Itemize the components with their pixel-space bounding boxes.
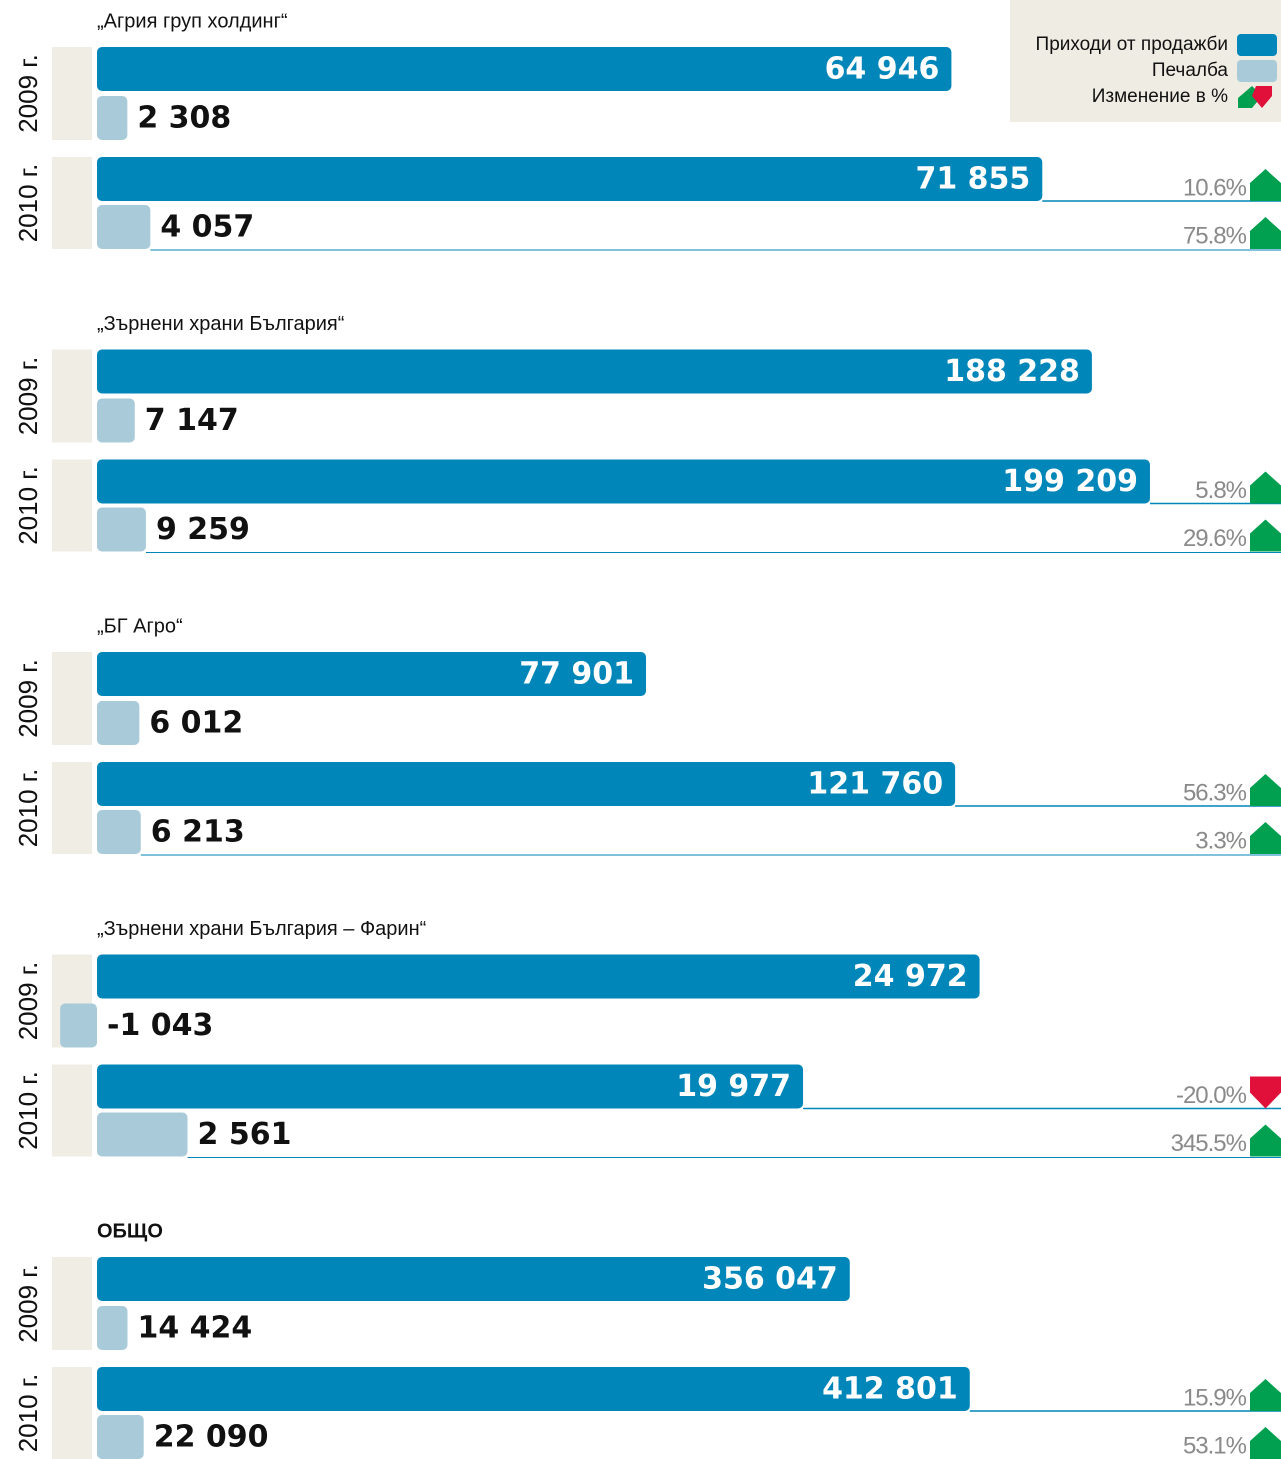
revenue-label: 64 946 [825, 52, 940, 87]
revenue-bar [97, 762, 956, 806]
profit-bar [97, 1112, 188, 1157]
profit-bar [97, 810, 141, 854]
arrow-down [1250, 1076, 1281, 1109]
year-box [52, 652, 92, 745]
profit-label: -1 043 [107, 1008, 213, 1043]
revenue-bar [97, 349, 1092, 394]
revenue-label: 71 855 [915, 162, 1030, 197]
group-title: „БГ Агро“ [97, 615, 183, 637]
profit-bar [97, 507, 146, 552]
legend-swatch [1237, 34, 1277, 56]
year-label: 2009 г. [13, 357, 43, 436]
profit-label: 22 090 [154, 1420, 269, 1455]
year-label: 2009 г. [13, 659, 43, 738]
year-label: 2009 г. [13, 962, 43, 1041]
year-box [52, 459, 92, 552]
profit-bar [97, 701, 140, 745]
year-label: 2010 г. [13, 164, 43, 243]
profit-label: 7 147 [145, 403, 239, 438]
revenue-label: 24 972 [853, 959, 968, 994]
revenue-label: 356 047 [702, 1262, 838, 1297]
year-box [52, 47, 92, 140]
arrow-up [1250, 471, 1281, 504]
arrow-up [1250, 1427, 1281, 1459]
profit-label: 2 308 [137, 101, 231, 136]
change-label: 5.8% [1195, 477, 1246, 504]
revenue-label: 121 760 [807, 767, 943, 802]
change-label: 3.3% [1195, 827, 1246, 854]
change-label: 75.8% [1183, 222, 1247, 249]
profit-label: 14 424 [137, 1311, 252, 1346]
year-box [52, 349, 92, 443]
revenue-bar [97, 459, 1150, 504]
change-label: 10.6% [1183, 174, 1247, 201]
change-label: 29.6% [1183, 525, 1247, 552]
legend-swatch [1237, 60, 1277, 82]
revenue-bar [97, 652, 647, 696]
arrow-up [1250, 822, 1281, 854]
year-box [52, 762, 92, 854]
year-label: 2010 г. [13, 1374, 43, 1453]
year-box [52, 157, 92, 249]
profit-label: 9 259 [156, 512, 250, 547]
change-label: 345.5% [1171, 1130, 1247, 1157]
revenue-label: 199 209 [1002, 464, 1138, 499]
arrow-up [1250, 1379, 1281, 1411]
year-label: 2010 г. [13, 466, 43, 545]
profit-bar [97, 96, 128, 140]
revenue-bar [97, 47, 952, 91]
arrow-up [1250, 217, 1281, 249]
group-title: „Зърнени храни България“ [97, 313, 344, 335]
revenue-bar [97, 954, 980, 999]
profit-label: 4 057 [160, 210, 254, 245]
profit-bar [60, 1003, 97, 1048]
profit-label: 2 561 [198, 1117, 292, 1152]
change-label: 56.3% [1183, 779, 1247, 806]
year-label: 2010 г. [13, 769, 43, 848]
profit-bar [97, 398, 135, 443]
legend-arrow-down [1252, 86, 1272, 108]
arrow-up [1250, 1124, 1281, 1157]
profit-label: 6 213 [151, 815, 245, 850]
change-label: 15.9% [1183, 1384, 1247, 1411]
change-label: -20.0% [1176, 1082, 1247, 1109]
legend-label: Изменение в % [1092, 86, 1228, 107]
group-title: ОБЩО [97, 1220, 163, 1242]
profit-label: 6 012 [149, 706, 243, 741]
profit-bar [97, 1415, 144, 1459]
group-title: „Зърнени храни България – Фарин“ [97, 918, 426, 940]
revenue-bar [97, 1367, 970, 1411]
revenue-bar [97, 157, 1043, 201]
year-label: 2009 г. [13, 54, 43, 133]
revenue-label: 77 901 [519, 657, 634, 692]
profit-bar [97, 205, 151, 249]
year-label: 2009 г. [13, 1264, 43, 1343]
year-label: 2010 г. [13, 1071, 43, 1150]
year-box [52, 1257, 92, 1350]
legend-box [1010, 0, 1281, 122]
arrow-up [1250, 774, 1281, 806]
legend-label: Приходи от продажби [1036, 34, 1228, 55]
group-title: „Агрия груп холдинг“ [97, 10, 288, 32]
year-box [52, 1367, 92, 1459]
arrow-up [1250, 519, 1281, 552]
revenue-label: 188 228 [944, 354, 1080, 389]
change-label: 53.1% [1183, 1432, 1247, 1459]
arrow-up [1250, 169, 1281, 201]
profit-bar [97, 1306, 128, 1350]
revenue-label: 412 801 [822, 1372, 958, 1407]
legend: Приходи от продажби Печалба Изменение в … [1010, 0, 1281, 122]
revenue-bar [97, 1064, 804, 1109]
year-box [52, 1064, 92, 1157]
revenue-label: 19 977 [676, 1069, 791, 1104]
revenue-bar [97, 1257, 850, 1301]
legend-label: Печалба [1152, 60, 1229, 81]
